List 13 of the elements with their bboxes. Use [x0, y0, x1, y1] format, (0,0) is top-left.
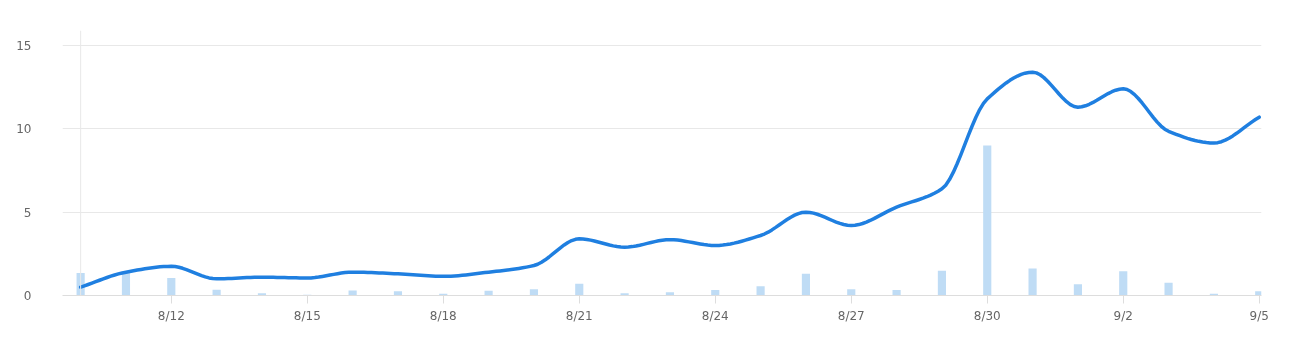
x-tick-label: 8/18 — [429, 308, 457, 323]
x-tick-label: 8/30 — [973, 308, 1001, 323]
y-tick-label: 0 — [23, 289, 32, 303]
y-tick-label: 10 — [16, 122, 32, 137]
x-tick-label: 9/2 — [1113, 308, 1133, 323]
x-tick-label: 9/5 — [1249, 308, 1269, 323]
x-tick-label: 8/24 — [701, 308, 729, 323]
x-tick-label: 8/27 — [837, 308, 865, 323]
x-tick-label: 8/15 — [293, 308, 321, 323]
x-tick-label: 8/21 — [565, 308, 593, 323]
x-tick-label: 8/12 — [157, 308, 185, 323]
y-tick-label: 5 — [23, 205, 32, 220]
y-tick-label: 15 — [16, 39, 32, 53]
